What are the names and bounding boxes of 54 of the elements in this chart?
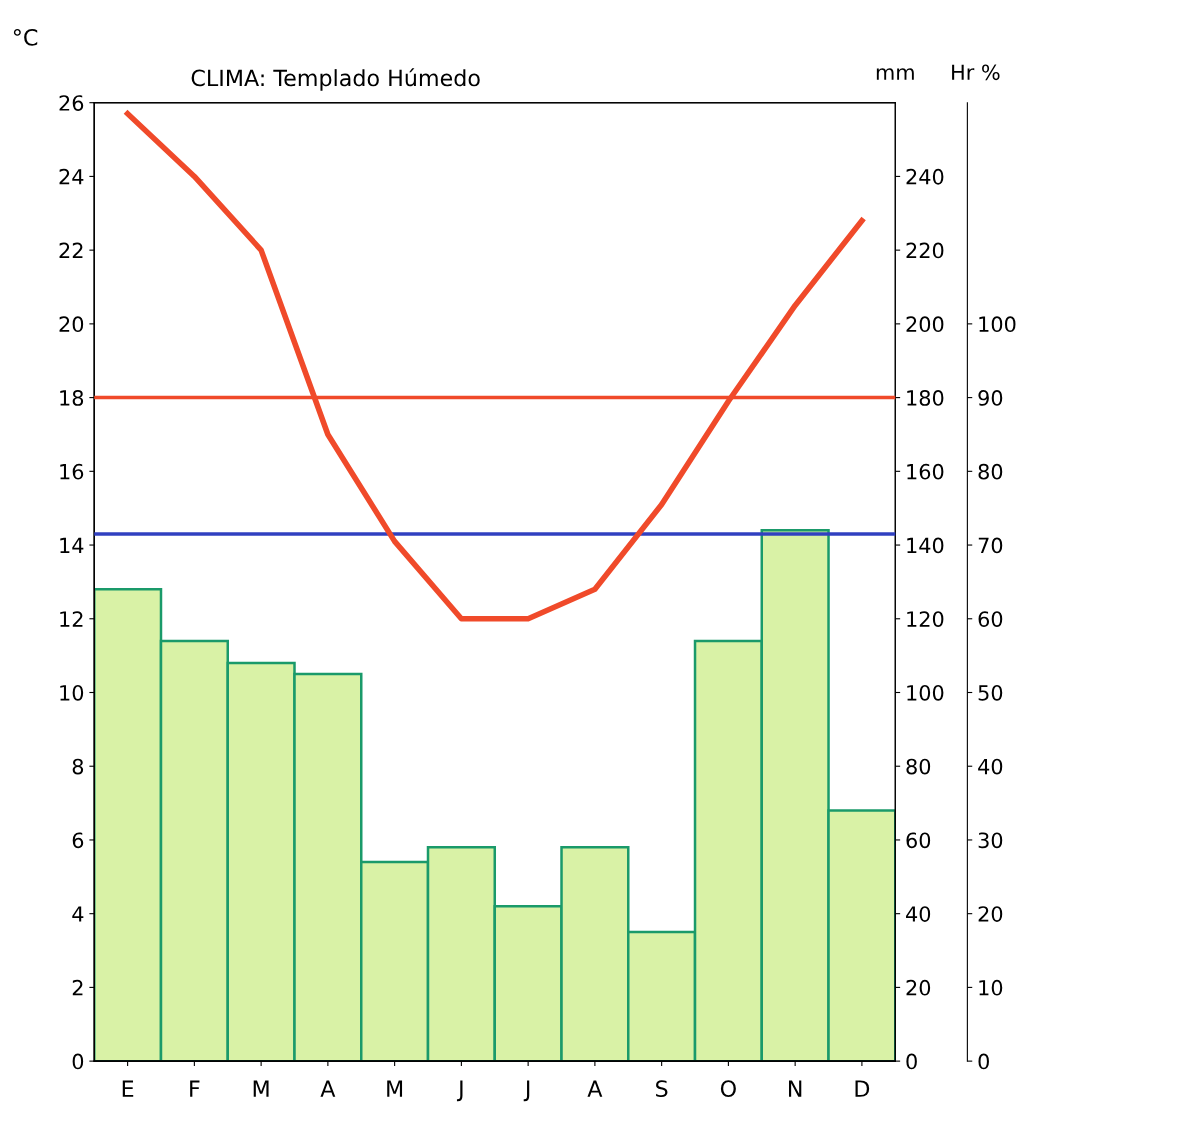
x-tick-label: J [456, 1080, 463, 1102]
y3-tick-label: 50 [978, 684, 1003, 701]
y3-tick-label: 70 [978, 537, 1003, 554]
y3-tick-label: 30 [978, 832, 1003, 849]
y-tick-label: 0 [72, 1053, 84, 1070]
y3-tick-label: 20 [978, 906, 1003, 922]
y-tick-label: 4 [72, 906, 84, 922]
y-tick-label: 14 [60, 537, 84, 553]
y-tick-label: 24 [59, 168, 84, 185]
y2-tick-label: 160 [907, 463, 944, 480]
y3-axis-title: Hr % [952, 64, 1000, 81]
y2-tick-label: 60 [906, 832, 931, 849]
y3-tick-label: 80 [978, 463, 1003, 480]
y-tick-label: 16 [60, 463, 84, 480]
x-tick-label: N [789, 1080, 802, 1097]
y-tick-label: 8 [72, 758, 84, 775]
x-tick-label: M [387, 1080, 403, 1097]
y2-tick-label: 200 [906, 316, 944, 333]
y2-tick-label: 220 [906, 242, 944, 259]
x-tick-label: F [190, 1080, 200, 1097]
y-tick-label: 2 [72, 979, 83, 996]
y-axis-title: °C [13, 28, 38, 46]
y-tick-label: 18 [60, 390, 84, 406]
y-tick-label: 26 [59, 95, 84, 111]
y2-tick-label: 40 [906, 906, 931, 922]
y-tick-label: 22 [59, 242, 83, 259]
y2-tick-label: 80 [906, 758, 931, 775]
y3-tick-label: 0 [978, 1053, 989, 1070]
x-tick-label: E [122, 1080, 134, 1097]
y2-tick-label: 140 [907, 537, 944, 554]
y3-tick-label: 100 [979, 316, 1016, 333]
x-tick-label: J [523, 1080, 530, 1102]
y2-tick-label: 120 [907, 611, 944, 627]
x-tick-label: D [855, 1080, 870, 1097]
chart-title: CLIMA: Templado Húmedo [191, 68, 480, 91]
y3-tick-label: 90 [978, 390, 1003, 406]
x-tick-label: A [587, 1080, 603, 1097]
x-tick-label: M [253, 1080, 269, 1097]
y2-tick-label: 180 [907, 390, 944, 406]
y2-axis-title: mm [876, 68, 914, 80]
y-tick-label: 20 [59, 316, 84, 333]
y-tick-label: 10 [60, 684, 84, 701]
y2-tick-label: 0 [906, 1053, 917, 1070]
y2-tick-label: 240 [906, 168, 944, 185]
y2-tick-label: 20 [906, 979, 931, 996]
x-tick-label: A [320, 1080, 336, 1097]
x-tick-label: O [720, 1080, 736, 1098]
y3-tick-label: 60 [978, 611, 1003, 627]
y-tick-label: 12 [60, 611, 83, 627]
x-tick-label: S [656, 1080, 668, 1098]
y2-tick-label: 100 [907, 684, 944, 701]
y3-tick-label: 40 [978, 758, 1003, 775]
y3-tick-label: 10 [979, 979, 1003, 996]
y-tick-label: 6 [72, 832, 84, 849]
